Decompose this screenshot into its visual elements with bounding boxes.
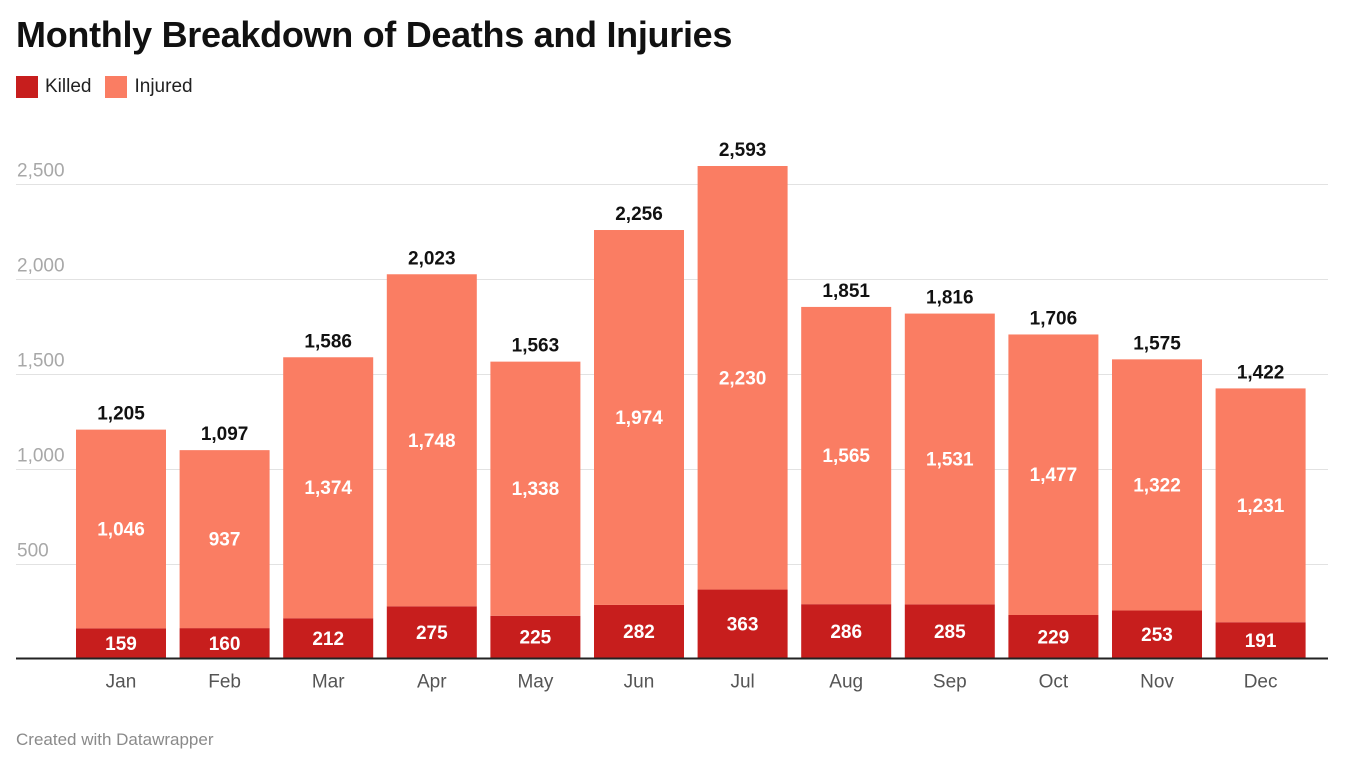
data-label-killed: 212 bbox=[312, 629, 344, 650]
bar-killed-may bbox=[490, 615, 581, 659]
bar-injured-apr bbox=[386, 274, 477, 607]
data-label-injured: 1,046 bbox=[97, 519, 145, 540]
data-label-killed: 275 bbox=[416, 623, 448, 644]
x-tick-label: May bbox=[517, 672, 553, 693]
data-label-total: 1,851 bbox=[822, 281, 870, 302]
x-tick-label: Dec bbox=[1244, 672, 1278, 693]
legend-swatch-injured bbox=[105, 76, 128, 98]
bar-killed-jan bbox=[76, 628, 166, 659]
x-tick-label: Aug bbox=[829, 672, 863, 693]
bar-injured-sep bbox=[904, 313, 995, 605]
data-label-total: 2,593 bbox=[719, 140, 767, 161]
bar-killed-feb bbox=[179, 628, 270, 659]
data-label-killed: 160 bbox=[209, 634, 241, 655]
data-label-total: 1,816 bbox=[926, 288, 974, 309]
data-label-injured: 937 bbox=[209, 530, 241, 551]
data-label-killed: 191 bbox=[1245, 631, 1277, 652]
data-label-killed: 253 bbox=[1141, 625, 1173, 646]
x-tick-label: Oct bbox=[1039, 672, 1069, 693]
data-label-injured: 1,338 bbox=[512, 479, 560, 500]
legend-item-killed: Killed bbox=[16, 76, 91, 98]
bar-injured-jul bbox=[697, 166, 788, 590]
data-label-total: 1,205 bbox=[97, 404, 145, 425]
x-tick-label: Jul bbox=[730, 672, 754, 693]
legend: Killed Injured bbox=[16, 76, 207, 98]
x-tick-label: Jun bbox=[624, 672, 655, 693]
data-label-killed: 363 bbox=[727, 615, 759, 636]
legend-item-injured: Injured bbox=[105, 76, 193, 98]
x-tick-label: Mar bbox=[312, 672, 345, 693]
data-label-total: 1,586 bbox=[304, 331, 352, 352]
bar-injured-feb bbox=[179, 450, 270, 629]
bar-killed-sep bbox=[904, 604, 995, 659]
bar-killed-jun bbox=[594, 604, 684, 659]
legend-swatch-killed bbox=[16, 76, 38, 98]
data-label-killed: 286 bbox=[830, 622, 862, 643]
data-label-injured: 1,477 bbox=[1030, 465, 1078, 486]
bar-killed-apr bbox=[386, 606, 477, 659]
x-tick-label: Sep bbox=[933, 672, 967, 693]
data-label-injured: 1,565 bbox=[822, 446, 870, 467]
x-tick-label: Jan bbox=[106, 672, 137, 693]
data-label-total: 1,097 bbox=[201, 424, 249, 445]
bar-injured-aug bbox=[801, 306, 892, 605]
bar-killed-jul bbox=[697, 589, 788, 659]
y-tick-label: 2,500 bbox=[17, 161, 65, 182]
data-label-injured: 1,974 bbox=[615, 408, 663, 429]
y-tick-label: 1,500 bbox=[17, 351, 65, 372]
x-tick-label: Nov bbox=[1140, 672, 1174, 693]
data-label-injured: 2,230 bbox=[719, 368, 767, 389]
data-label-total: 2,023 bbox=[408, 248, 456, 269]
bar-killed-nov bbox=[1112, 610, 1202, 659]
data-label-killed: 225 bbox=[520, 628, 552, 649]
y-tick-label: 500 bbox=[17, 541, 49, 562]
bar-killed-aug bbox=[801, 604, 892, 659]
data-label-injured: 1,231 bbox=[1237, 496, 1285, 517]
legend-label-killed: Killed bbox=[45, 76, 92, 97]
data-label-injured: 1,748 bbox=[408, 431, 456, 452]
data-label-total: 2,256 bbox=[615, 204, 663, 225]
bar-injured-jun bbox=[594, 230, 684, 605]
bar-killed-dec bbox=[1215, 622, 1306, 659]
data-label-killed: 159 bbox=[105, 634, 137, 655]
bar-killed-mar bbox=[283, 618, 374, 659]
bar-injured-dec bbox=[1215, 388, 1306, 623]
bar-injured-jan bbox=[76, 429, 166, 629]
legend-label-injured: Injured bbox=[134, 76, 193, 97]
chart-title: Monthly Breakdown of Deaths and Injuries bbox=[16, 14, 733, 55]
bar-injured-nov bbox=[1112, 359, 1202, 611]
data-label-total: 1,563 bbox=[512, 336, 560, 357]
data-label-killed: 282 bbox=[623, 622, 655, 643]
x-tick-label: Feb bbox=[208, 672, 241, 693]
data-label-injured: 1,531 bbox=[926, 449, 974, 470]
y-tick-label: 1,000 bbox=[17, 446, 65, 467]
footer-credit: Created with Datawrapper bbox=[16, 730, 214, 749]
data-label-total: 1,575 bbox=[1133, 333, 1181, 354]
data-label-injured: 1,322 bbox=[1133, 475, 1181, 496]
x-tick-label: Apr bbox=[417, 672, 447, 693]
data-label-total: 1,422 bbox=[1237, 362, 1285, 383]
bar-injured-may bbox=[490, 361, 581, 616]
bar-killed-oct bbox=[1008, 615, 1099, 659]
bar-injured-oct bbox=[1008, 334, 1099, 616]
data-label-killed: 285 bbox=[934, 622, 966, 643]
data-label-killed: 229 bbox=[1038, 627, 1070, 648]
data-label-total: 1,706 bbox=[1030, 308, 1078, 329]
data-label-injured: 1,374 bbox=[304, 478, 352, 499]
y-tick-label: 2,000 bbox=[17, 256, 65, 277]
bar-injured-mar bbox=[283, 357, 374, 619]
